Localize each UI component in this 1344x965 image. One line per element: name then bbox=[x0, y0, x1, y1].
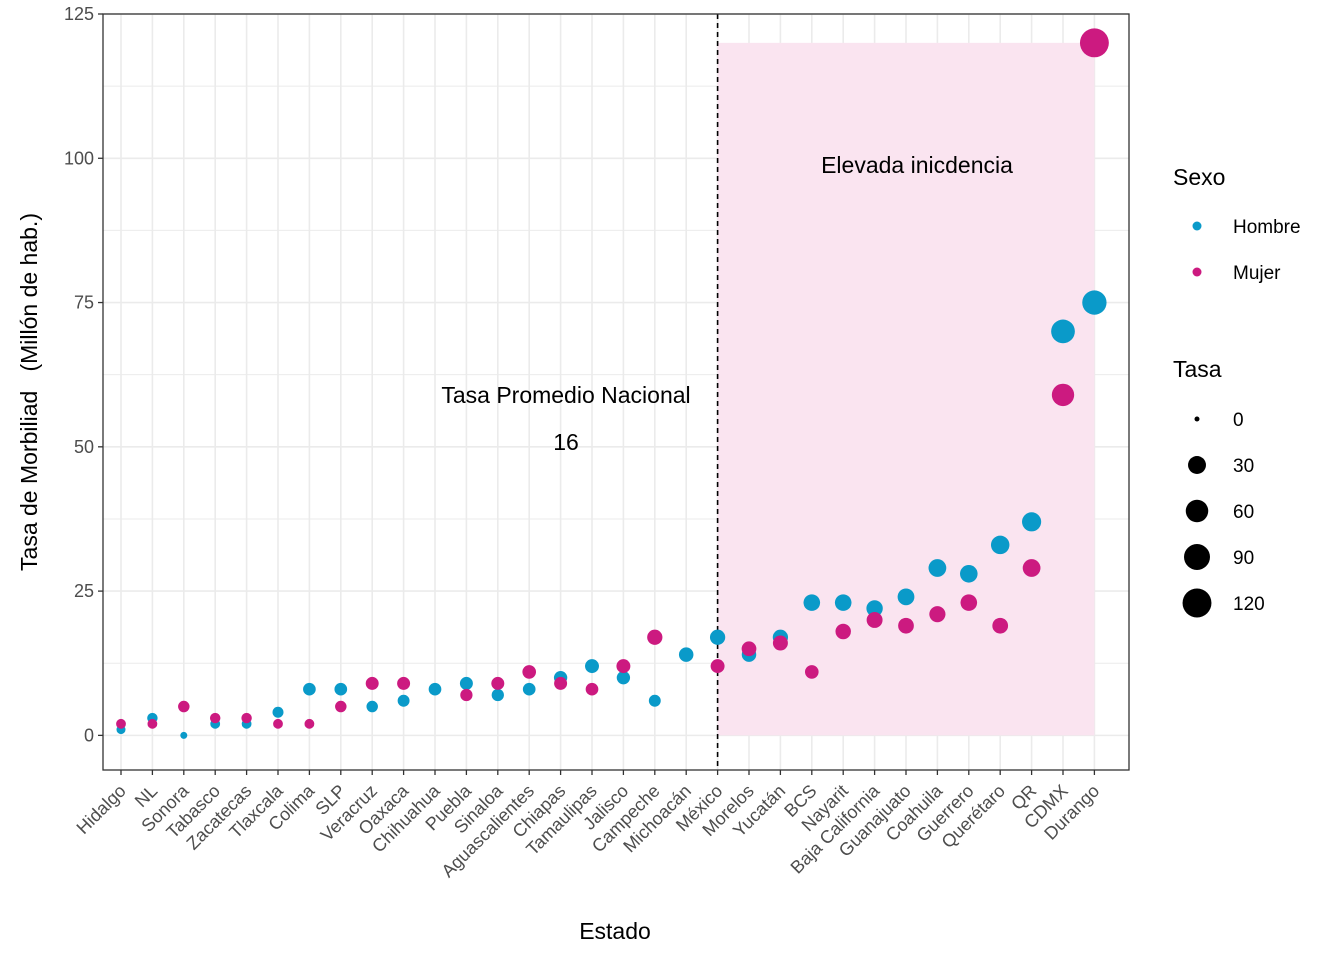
point-hombre bbox=[648, 694, 661, 707]
legend-size-key bbox=[1185, 499, 1209, 523]
y-axis-title: Tasa de Morbiliad (Millón de hab.) bbox=[16, 213, 42, 571]
legend-color-items: Hombre Mujer bbox=[1192, 217, 1301, 284]
legend-label-mujer: Mujer bbox=[1233, 263, 1281, 284]
point-hombre bbox=[709, 629, 726, 645]
x-tick-label: Hidalgo bbox=[73, 781, 130, 838]
point-hombre bbox=[616, 671, 631, 685]
plot-panel-border bbox=[102, 13, 1130, 771]
y-tick-label: 75 bbox=[74, 293, 94, 313]
y-axis: 0 25 50 75 100 125 bbox=[64, 4, 103, 745]
data-points bbox=[116, 28, 1109, 739]
legend-size-label: 60 bbox=[1233, 502, 1254, 523]
legend-size-items: 0 30 60 90 120 bbox=[1182, 410, 1265, 618]
point-hombre bbox=[272, 706, 284, 718]
point-hombre bbox=[834, 594, 852, 611]
legend-color-title: Sexo bbox=[1173, 164, 1225, 190]
y-tick-label: 125 bbox=[64, 4, 94, 24]
point-mujer bbox=[1051, 383, 1075, 407]
y-tick-label: 50 bbox=[74, 437, 94, 457]
point-mujer bbox=[460, 688, 473, 702]
point-mujer bbox=[710, 659, 725, 674]
point-mujer bbox=[273, 718, 283, 729]
national-average-label: Tasa Promedio Nacional bbox=[441, 382, 690, 408]
point-hombre bbox=[303, 682, 316, 696]
point-hombre bbox=[1082, 290, 1107, 315]
point-mujer bbox=[335, 700, 347, 713]
legend-key-hombre bbox=[1192, 221, 1202, 231]
point-mujer bbox=[960, 594, 978, 611]
legend-size-title: Tasa bbox=[1173, 356, 1222, 382]
point-mujer bbox=[209, 712, 221, 724]
series-mujer bbox=[116, 28, 1109, 729]
point-mujer bbox=[741, 641, 757, 657]
point-mujer bbox=[585, 682, 599, 696]
point-mujer bbox=[1022, 559, 1041, 577]
point-mujer bbox=[866, 611, 883, 628]
point-hombre bbox=[960, 564, 978, 583]
legend-label-hombre: Hombre bbox=[1233, 217, 1301, 238]
legend-key-mujer bbox=[1192, 267, 1202, 277]
legend: Sexo Hombre Mujer Tasa 0 30 60 90 120 bbox=[1173, 164, 1301, 618]
point-mujer bbox=[147, 718, 158, 729]
point-hombre bbox=[1022, 512, 1042, 532]
y-tick-label: 0 bbox=[84, 725, 94, 745]
legend-size-key bbox=[1188, 456, 1206, 474]
point-hombre bbox=[522, 682, 536, 696]
point-mujer bbox=[804, 665, 819, 679]
x-axis-title: Estado bbox=[579, 918, 651, 944]
legend-size-key bbox=[1184, 544, 1210, 570]
point-hombre bbox=[397, 694, 410, 707]
point-mujer bbox=[898, 617, 914, 634]
x-axis: Hidalgo NLSonoraTabascoZacatecasTlaxcalaC… bbox=[73, 770, 1103, 881]
point-hombre bbox=[678, 647, 694, 662]
y-tick-label: 100 bbox=[64, 148, 94, 168]
legend-size-label: 90 bbox=[1233, 548, 1254, 569]
point-mujer bbox=[772, 635, 788, 651]
national-average-value: 16 bbox=[553, 429, 579, 455]
point-hombre bbox=[180, 731, 188, 739]
point-hombre bbox=[990, 535, 1010, 555]
point-hombre bbox=[366, 700, 378, 713]
point-mujer bbox=[397, 676, 411, 690]
point-hombre bbox=[334, 682, 348, 696]
legend-size-label: 30 bbox=[1233, 456, 1254, 477]
point-hombre bbox=[1051, 319, 1075, 344]
point-mujer bbox=[304, 718, 315, 729]
point-mujer bbox=[1079, 28, 1109, 58]
point-hombre bbox=[491, 688, 504, 702]
point-hombre bbox=[897, 588, 915, 606]
legend-size-key bbox=[1182, 588, 1212, 618]
legend-size-key bbox=[1194, 416, 1200, 422]
point-hombre bbox=[866, 600, 883, 617]
high-incidence-label: Elevada inicdencia bbox=[821, 152, 1013, 178]
point-mujer bbox=[835, 623, 851, 640]
point-hombre bbox=[803, 594, 821, 611]
point-mujer bbox=[522, 665, 537, 679]
legend-size-label: 120 bbox=[1233, 594, 1265, 615]
point-mujer bbox=[554, 676, 568, 690]
point-mujer bbox=[241, 712, 252, 724]
point-mujer bbox=[178, 700, 190, 713]
point-hombre bbox=[428, 682, 442, 696]
point-hombre bbox=[459, 676, 473, 690]
y-tick-label: 25 bbox=[74, 581, 94, 601]
point-mujer bbox=[491, 676, 505, 690]
point-mujer bbox=[116, 718, 126, 729]
point-mujer bbox=[647, 629, 663, 645]
point-mujer bbox=[992, 617, 1009, 634]
point-hombre bbox=[585, 659, 599, 674]
point-mujer bbox=[616, 659, 631, 674]
point-mujer bbox=[929, 606, 946, 623]
point-hombre bbox=[928, 559, 947, 577]
legend-size-label: 0 bbox=[1233, 410, 1244, 431]
point-mujer bbox=[365, 676, 379, 690]
